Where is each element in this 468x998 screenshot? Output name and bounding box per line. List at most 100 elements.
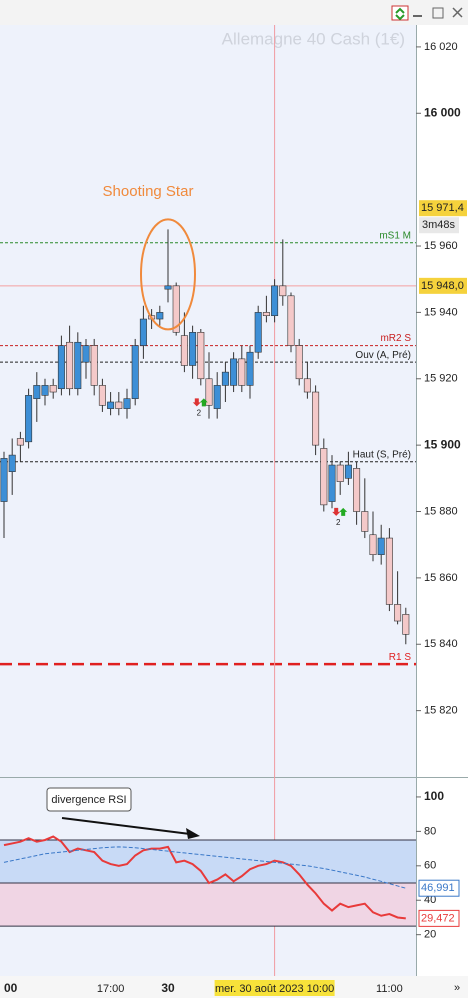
candle-body (246, 351, 254, 386)
candle-body (66, 341, 74, 390)
y-tick-label: 80 (424, 825, 436, 837)
candle-body (271, 285, 279, 317)
x-tick-label: 17:00 (97, 983, 125, 995)
minimize-button[interactable] (413, 15, 422, 17)
rsi-band (0, 839, 416, 884)
y-tick-label: 15 880 (424, 505, 458, 517)
candle-body (221, 371, 229, 386)
level-label: mR2 S (380, 333, 411, 344)
candle-body (57, 345, 65, 390)
y-tick-label: 15 840 (424, 638, 458, 650)
instrument-title: Allemagne 40 Cash (1€) (222, 29, 405, 48)
signal-up (199, 398, 208, 407)
timer-bg (419, 217, 459, 234)
close-button[interactable] (452, 7, 463, 18)
x-tick-label: 00 (4, 981, 18, 995)
rsi-band (0, 883, 416, 927)
candle-body (320, 448, 328, 506)
y-tick-label: 15 960 (424, 240, 458, 252)
candle-body (238, 358, 246, 386)
candle-body (90, 345, 98, 386)
candle-body (377, 537, 385, 555)
candle-body (369, 534, 377, 555)
y-tick-label: 16 000 (424, 105, 461, 119)
price-badge (419, 200, 467, 217)
candle-body (328, 464, 336, 502)
signal-down (332, 507, 341, 516)
candle-body (353, 468, 361, 512)
signal-up (339, 507, 348, 516)
y-tick-label: 40 (424, 894, 436, 906)
x-tick-label: 11:00 (376, 983, 403, 995)
y-tick-label: 20 (424, 929, 436, 941)
level-label: mS1 M (379, 230, 411, 241)
y-tick-label: 16 020 (424, 41, 458, 53)
candle-body (312, 391, 320, 446)
candle-body (287, 295, 295, 346)
candle-body (385, 537, 393, 605)
scroll-icon[interactable]: » (454, 982, 460, 994)
candle-body (8, 454, 16, 472)
window-bar (0, 0, 468, 25)
candle-body (189, 332, 197, 366)
value-badge-label: 29,472 (421, 912, 455, 924)
candle-body (344, 464, 352, 479)
candle-body (98, 385, 106, 406)
candle-body (16, 438, 24, 446)
annotation-arrow (61, 817, 191, 835)
candle-body (123, 398, 131, 409)
y-tick-label: 15 860 (424, 572, 458, 584)
y-tick-label: 15 940 (424, 306, 458, 318)
x-tick-label: mer. 30 août 2023 10:00 (215, 983, 334, 995)
candle-body (262, 312, 270, 317)
level-label: Ouv (A, Pré) (355, 350, 411, 361)
candle-body (303, 378, 311, 393)
candle-body (74, 341, 82, 390)
candle-body (197, 332, 205, 380)
candle-body (361, 511, 369, 532)
price-badge-label: 15 948,0 (421, 280, 464, 292)
candle-body (0, 458, 8, 502)
arrow-head (186, 828, 200, 839)
candle-body (254, 312, 262, 353)
x-tick-label: 30 (161, 981, 175, 995)
sync-glyph (395, 7, 405, 21)
maximize-button[interactable] (432, 7, 444, 19)
timer: 3m48s (422, 219, 456, 231)
annotation-text: Shooting Star (103, 183, 194, 200)
y-tick-label: 15 920 (424, 373, 458, 385)
chart-layer: 15 820 15 840 15 860 15 880 15 900 15 920 15 9… (0, 25, 467, 996)
candle-body (180, 335, 188, 366)
candle-body (107, 401, 115, 409)
y-tick-label: 15 900 (424, 437, 461, 451)
candle-body (49, 385, 57, 393)
candle-body (336, 464, 344, 482)
value-badge-label: 46,991 (421, 882, 455, 894)
signal-down (192, 398, 201, 407)
y-tick-label: 15 820 (424, 705, 458, 717)
annotation-text: divergence RSI (51, 794, 126, 806)
level-label: Haut (S, Pré) (353, 449, 411, 460)
candle-body (156, 312, 164, 320)
candle-body (279, 285, 287, 297)
candle-body (164, 285, 172, 290)
y-tick-label: 100 (424, 789, 444, 803)
candle-body (230, 358, 238, 386)
annotation-ellipse (140, 218, 196, 331)
signal-count: 2 (197, 409, 202, 418)
candle-body (402, 614, 410, 635)
price-badge (419, 277, 467, 294)
annotation-box (46, 787, 132, 812)
candle-body (41, 385, 49, 396)
rsi-line (3, 846, 406, 889)
candle-body (172, 285, 180, 333)
value-badge (418, 909, 460, 927)
candle-body (213, 385, 221, 409)
crosshair-label-bg (214, 980, 335, 996)
candle-body (295, 345, 303, 380)
candle-body (82, 345, 90, 363)
candle-body (205, 378, 213, 406)
value-badge (418, 879, 460, 897)
